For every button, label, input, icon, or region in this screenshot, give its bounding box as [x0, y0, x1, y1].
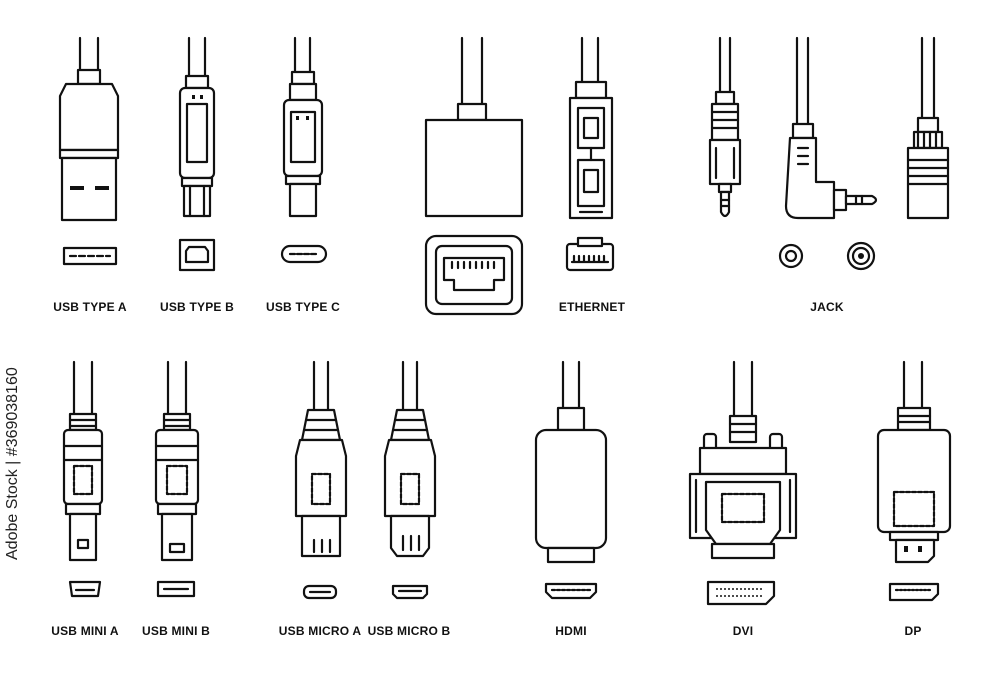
stock-watermark-id: Adobe Stock | #369038160: [4, 367, 21, 560]
label-usb-mini-a: USB MINI A: [51, 624, 119, 638]
usb-type-a-port-icon: [64, 248, 116, 264]
usb-type-b-port-icon: [180, 240, 214, 270]
label-hdmi: HDMI: [555, 624, 587, 638]
ethernet-port-icon: [426, 236, 522, 314]
label-dp: DP: [904, 624, 922, 638]
hdmi-port-icon: [546, 584, 596, 598]
usb-mini-a-plug-icon: [64, 362, 102, 560]
label-usb-type-c: USB TYPE C: [265, 300, 341, 314]
label-usb-mini-b: USB MINI B: [142, 624, 210, 638]
usb-mini-b-plug-icon: [156, 362, 198, 560]
ethernet-plug-front-icon: [567, 238, 613, 270]
usb-micro-b-port-icon: [393, 586, 427, 598]
label-usb-micro-a: USB MICRO A: [278, 624, 362, 638]
usb-micro-a-port-icon: [304, 586, 336, 598]
jack-plug-angled-icon: [786, 38, 876, 218]
hdmi-plug-icon: [536, 362, 606, 562]
label-jack: JACK: [810, 300, 844, 314]
usb-type-a-plug-icon: [60, 38, 118, 220]
dvi-port-icon: [708, 582, 774, 604]
jack-plug-straight-icon: [710, 38, 740, 216]
label-usb-type-b: USB TYPE B: [159, 300, 235, 314]
label-usb-type-a: USB TYPE A: [53, 300, 127, 314]
label-usb-micro-b: USB MICRO B: [367, 624, 451, 638]
usb-type-c-plug-icon: [284, 38, 322, 216]
usb-mini-b-port-icon: [158, 582, 194, 596]
jack-port-icon: [780, 243, 874, 269]
ethernet-adapter-icon: [426, 38, 522, 216]
displayport-plug-icon: [878, 362, 950, 562]
label-ethernet: ETHERNET: [558, 300, 626, 314]
displayport-port-icon: [890, 584, 938, 600]
usb-mini-a-port-icon: [70, 582, 100, 596]
ethernet-plug-icon: [570, 38, 612, 218]
usb-type-b-plug-icon: [180, 38, 214, 216]
dvi-plug-icon: [690, 362, 796, 558]
usb-micro-a-plug-icon: [296, 362, 346, 556]
label-dvi: DVI: [732, 624, 754, 638]
usb-micro-b-plug-icon: [385, 362, 435, 556]
jack-socket-cable-icon: [908, 38, 948, 218]
usb-type-c-port-icon: [282, 246, 326, 262]
